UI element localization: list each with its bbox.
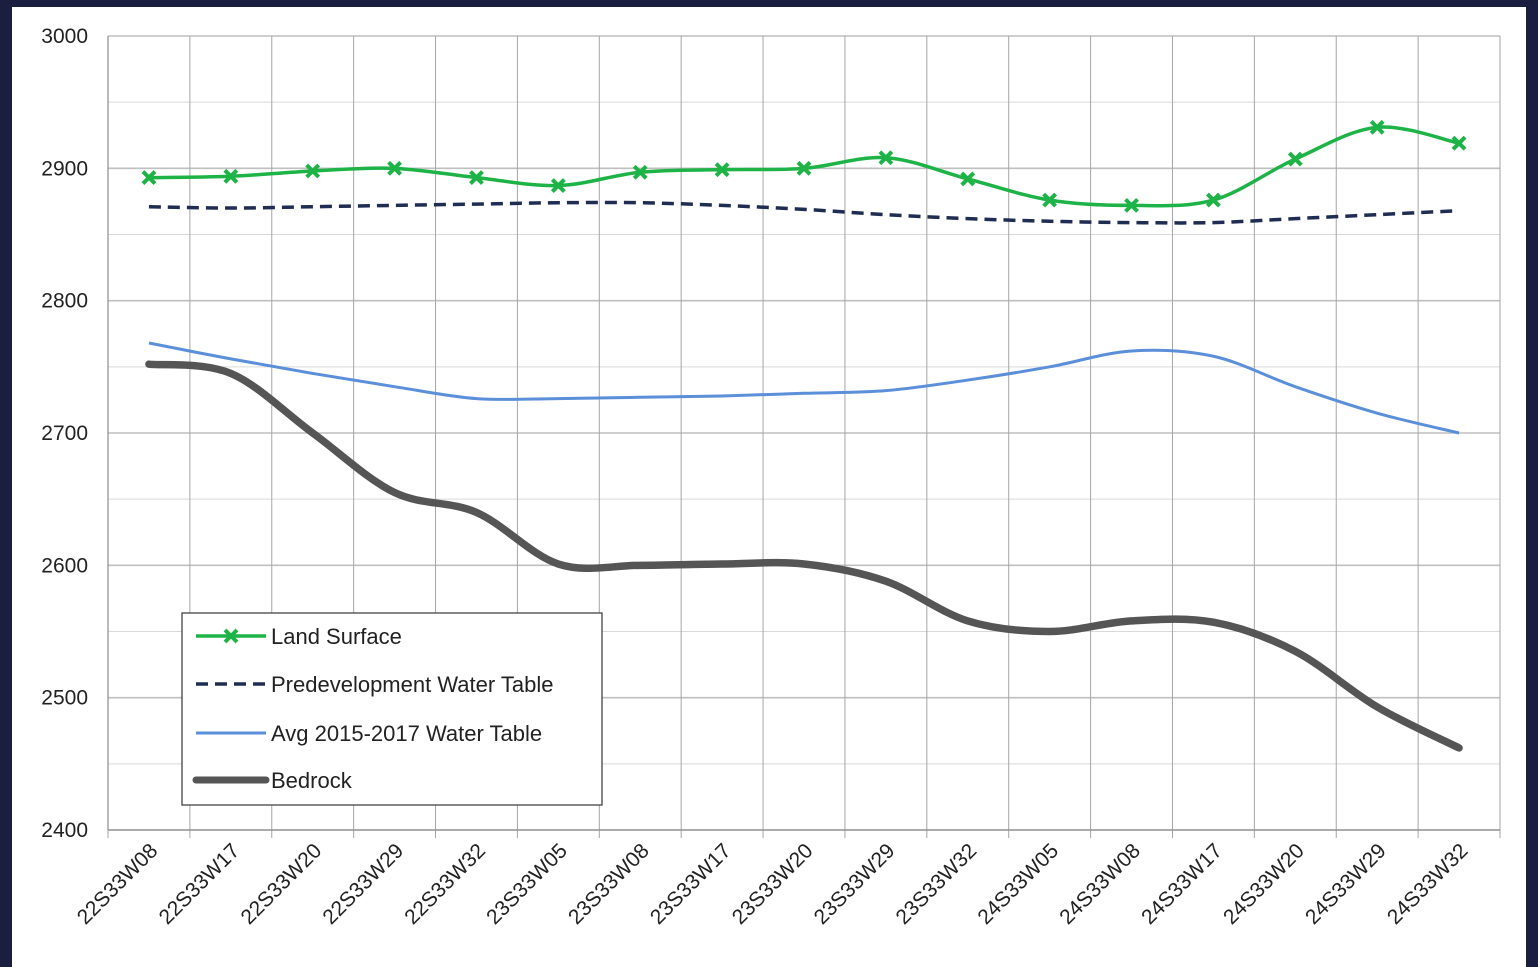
x-tick-label: 23S33W08	[564, 839, 654, 929]
data-point-land-surface	[305, 163, 321, 179]
legend-label-bedrock: Bedrock	[271, 768, 353, 793]
marker-stroke	[469, 170, 484, 186]
marker-stroke	[550, 178, 566, 193]
data-point-land-surface	[469, 170, 484, 186]
legend-label-avg-2015-2017-water-table: Avg 2015-2017 Water Table	[271, 721, 542, 746]
marker-stroke	[632, 164, 648, 180]
marker-stroke	[223, 628, 239, 644]
y-axis-ticks: 2400 2500 2600 2700 2800 2900 3000	[41, 25, 88, 842]
x-axis-ticks: 22S33W0822S33W1722S33W2022S33W2922S33W32…	[73, 839, 1473, 929]
marker-stroke	[714, 162, 730, 178]
chart-panel: 2400 2500 2600 2700 2800 2900 3000 22S33W08 22S…	[12, 7, 1526, 967]
x-tick-label: 22S33W17	[155, 839, 245, 929]
marker-stroke	[387, 160, 403, 176]
data-point-land-surface	[960, 171, 976, 187]
data-point-land-surface	[223, 168, 239, 184]
plot-frame	[107, 36, 1500, 831]
x-tick-label: 24S33W08	[1055, 839, 1145, 929]
x-tick-label: 24S33W32	[1383, 839, 1473, 929]
x-tick-label: 23S33W05	[482, 839, 572, 929]
y-tick-label: 2900	[41, 157, 88, 180]
x-tick-label: 24S33W05	[973, 839, 1063, 929]
x-tick-label: 23S33W17	[646, 839, 736, 929]
data-point-land-surface	[1451, 135, 1467, 151]
x-tick-label: 24S33W20	[1219, 839, 1309, 929]
series-lines	[141, 119, 1467, 752]
legend-box	[181, 612, 603, 806]
data-point-land-surface	[714, 162, 730, 178]
y-tick-label: 2500	[41, 687, 88, 710]
x-tick-label: 22S33W32	[400, 839, 490, 929]
data-point-land-surface	[632, 164, 648, 180]
series-line-avg-2015-2017-water-table	[148, 341, 1460, 435]
x-tick-label: 23S33W29	[810, 839, 900, 929]
legend-label-predevelopment-water-table: Predevelopment Water Table	[271, 672, 554, 697]
marker-stroke	[1042, 192, 1058, 208]
marker-stroke	[796, 160, 812, 176]
x-tick-label: 22S33W08	[73, 839, 163, 929]
series-line-predevelopment-water-table	[148, 200, 1460, 225]
x-tick-label: 24S33W29	[1301, 839, 1391, 929]
x-tick-label: 22S33W29	[318, 839, 408, 929]
x-tick-label: 23S33W32	[892, 839, 982, 929]
legend-label-land-surface: Land Surface	[271, 624, 402, 649]
y-tick-label: 2700	[41, 422, 88, 445]
data-point-land-surface	[1124, 197, 1139, 213]
y-tick-label: 2800	[41, 290, 88, 313]
legend-marker-land-surface	[223, 628, 239, 644]
marker-stroke	[305, 163, 321, 179]
x-tick-label: 23S33W20	[728, 839, 818, 929]
data-point-land-surface	[1287, 151, 1303, 167]
marker-stroke	[1287, 151, 1303, 167]
data-point-land-surface	[796, 160, 812, 176]
data-point-land-surface	[1042, 192, 1058, 208]
marker-stroke	[1369, 119, 1385, 135]
marker-stroke	[141, 170, 157, 186]
marker-stroke	[1205, 192, 1221, 208]
marker-stroke	[1124, 197, 1139, 213]
y-tick-label: 2600	[41, 554, 88, 577]
series-line-bedrock	[145, 360, 1463, 752]
y-tick-label: 2400	[41, 819, 88, 842]
marker-stroke	[878, 150, 894, 166]
y-tick-label: 3000	[41, 25, 88, 48]
data-point-land-surface	[1205, 192, 1221, 208]
data-point-land-surface	[878, 150, 894, 166]
x-tick-label: 24S33W17	[1137, 839, 1227, 929]
data-point-land-surface	[141, 170, 157, 186]
marker-stroke	[960, 171, 976, 187]
x-tick-label: 22S33W20	[237, 839, 327, 929]
marker-stroke	[223, 168, 239, 184]
data-point-land-surface	[1369, 119, 1385, 135]
data-point-land-surface	[550, 178, 566, 193]
data-point-land-surface	[387, 160, 403, 176]
legend: Land Surface Predevelopment Water Table Av…	[181, 612, 603, 806]
marker-stroke	[1451, 135, 1467, 151]
